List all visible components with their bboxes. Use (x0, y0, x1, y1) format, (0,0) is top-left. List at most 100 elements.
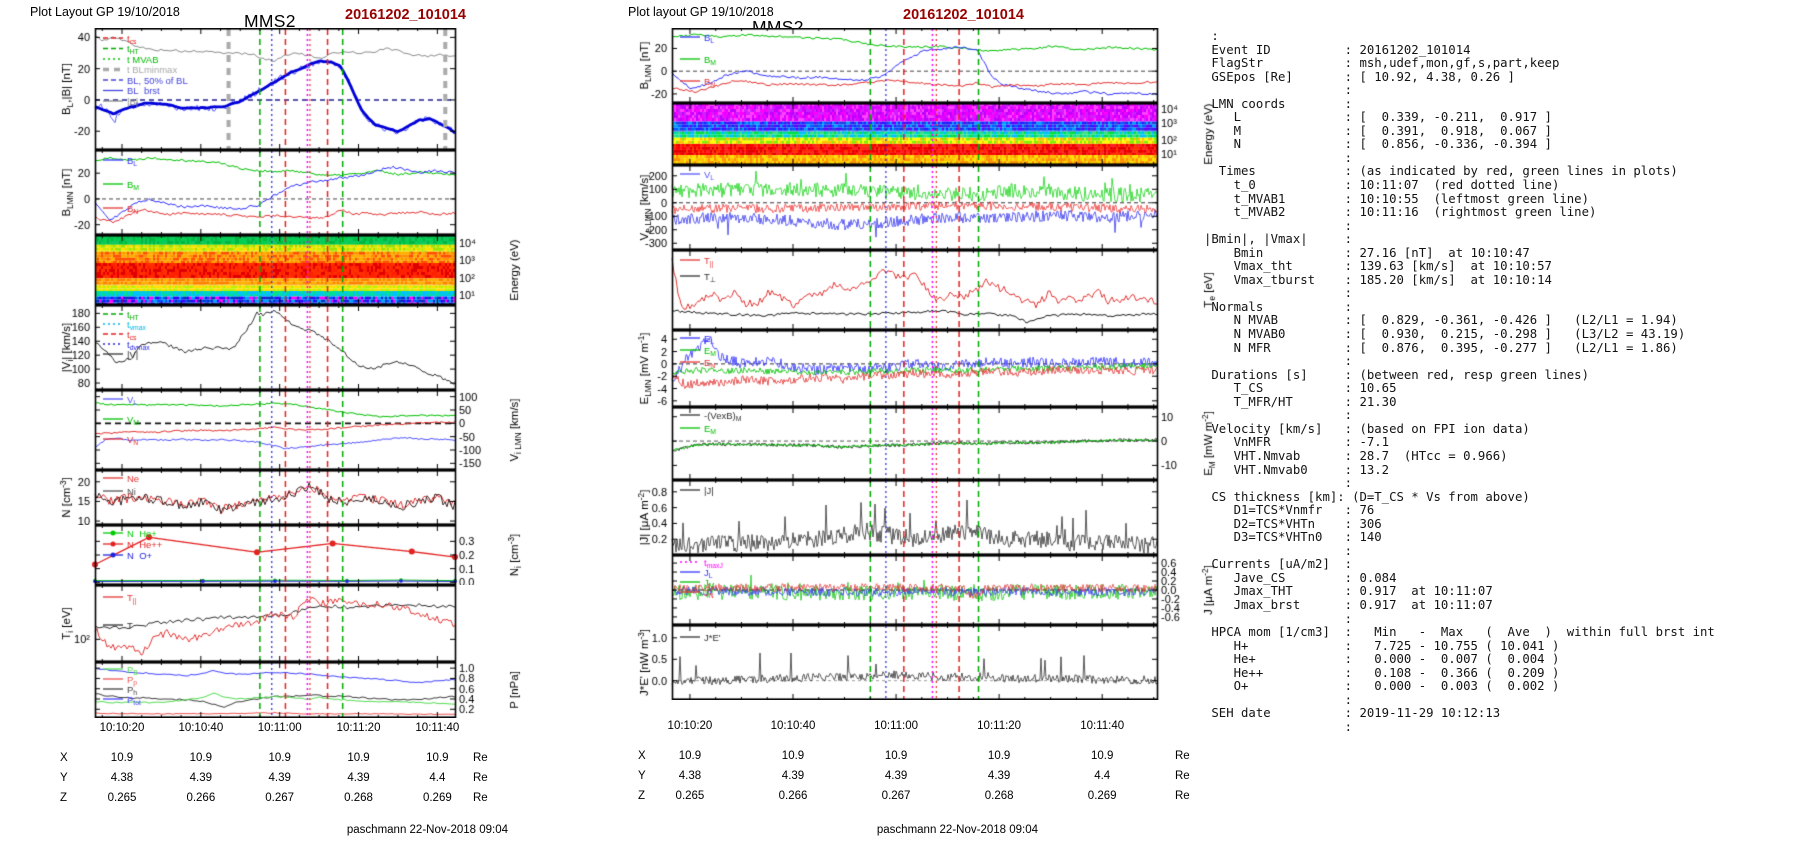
time-tick-label: 10:10:20 (99, 722, 145, 734)
pos-row-label: X (638, 750, 646, 762)
plot-title: MMS2 (244, 11, 296, 31)
layout-label: Plot Layout GP 19/10/2018 (30, 5, 180, 19)
panel-canvas-b-lmn (560, 28, 1220, 103)
pos-value: 10.9 (884, 750, 908, 762)
info-line: D3=TCS*VHTn0 : 140 (1204, 530, 1382, 545)
panel-canvas-te (560, 250, 1220, 330)
panel-canvas-j-lmn (560, 555, 1220, 625)
time-tick-label: 10:11:40 (415, 722, 460, 734)
pos-value: 4.39 (987, 770, 1011, 782)
pos-value: 10.9 (781, 750, 805, 762)
panel-canvas-ti (0, 585, 560, 662)
panel-canvas-em-vexb (560, 407, 1220, 480)
info-line: Times : (as indicated by red, green line… (1204, 164, 1678, 179)
info-line: : (1204, 150, 1353, 165)
panel-e-lmn (560, 330, 1220, 407)
panel-canvas-je (560, 625, 1220, 700)
panel-canvas-minor-ions (0, 525, 560, 585)
pos-value: 10.9 (678, 750, 702, 762)
info-line: GSEpos [Re] : [ 10.92, 4.38, 0.26 ] (1204, 69, 1515, 84)
time-tick-label: 10:11:00 (874, 720, 919, 732)
info-line: LMN coords : (1204, 96, 1353, 111)
info-line: Vmax_tburst : 185.20 [km/s] at 10:10:14 (1204, 272, 1552, 287)
panel-canvas-pressure (0, 662, 560, 718)
info-line: : (1204, 611, 1353, 626)
info-line: : (1204, 354, 1353, 369)
info-line: t_MVAB1 : 10:10:55 (leftmost green line) (1204, 191, 1589, 206)
pos-value: 0.267 (881, 790, 911, 802)
info-line: D1=TCS*Vnmfr : 76 (1204, 503, 1375, 518)
info-line: VHT.Nmvab : 28.7 (HTcc = 0.966) (1204, 448, 1508, 463)
pos-value: 10.9 (268, 752, 291, 764)
info-line: : (1204, 408, 1353, 423)
event-id: 20161202_101014 (903, 7, 1024, 23)
pos-value: 4.39 (347, 772, 370, 784)
info-line: : (1204, 719, 1353, 734)
layout-label: Plot layout GP 19/10/2018 (628, 5, 774, 19)
panel-b-lmn (0, 150, 560, 235)
pos-value: 4.4 (429, 772, 446, 784)
time-tick-label: 10:10:40 (770, 720, 816, 732)
pos-unit: Re (1175, 750, 1190, 762)
pos-value: 4.38 (110, 772, 134, 784)
panel-canvas-vi-mag (0, 305, 560, 390)
plot-footer: paschmann 22-Nov-2018 09:04 (876, 824, 1038, 836)
panel-canvas-ion-spectrogram (0, 235, 560, 305)
plot-footer: paschmann 22-Nov-2018 09:04 (346, 824, 508, 836)
info-line: O+ : 0.000 - 0.003 ( 0.002 ) (1204, 679, 1560, 694)
pos-value: 10.9 (426, 752, 449, 764)
info-line: : (1204, 692, 1353, 707)
pos-value: 0.266 (186, 792, 216, 804)
info-line: T_CS : 10.65 (1204, 381, 1397, 396)
pos-row-label: Y (638, 770, 646, 782)
panel-canvas-e-spectrogram (560, 103, 1220, 165)
time-tick-label: 10:11:40 (1080, 720, 1125, 732)
panel-b-lmn (560, 28, 1220, 103)
pos-value: 4.4 (1094, 770, 1111, 782)
panel-canvas-b-lmn (0, 150, 560, 235)
info-line: D2=TCS*VHTn : 306 (1204, 516, 1382, 531)
time-tick-label: 10:11:20 (977, 720, 1022, 732)
ion-overview-plot: Plot Layout GP 19/10/2018 MMS2 20161202_… (0, 0, 560, 841)
pos-value: 0.265 (675, 790, 705, 802)
info-line: : (1204, 286, 1353, 301)
panel-canvas-e-lmn (560, 330, 1220, 407)
panel-j-lmn (560, 555, 1220, 625)
pos-value: 4.38 (678, 770, 702, 782)
info-line: Jmax_brst : 0.917 at 10:11:07 (1204, 597, 1493, 612)
info-line: FlagStr : msh,udef,mon,gf,s,part,keep (1204, 56, 1560, 71)
panel-ti (0, 585, 560, 662)
panel-canvas-bl-b (0, 28, 560, 150)
info-line: : (1204, 218, 1353, 233)
info-line: : (1204, 476, 1353, 491)
info-line: VnMFR : -7.1 (1204, 435, 1390, 450)
info-line: N MVAB : [ 0.829, -0.361, -0.426 ] (L2/L… (1204, 313, 1678, 328)
pos-value: 0.266 (778, 790, 808, 802)
info-line: |Bmin|, |Vmax| : (1204, 232, 1353, 247)
info-line: CS thickness [km]: (D=T_CS * Vs from abo… (1204, 489, 1530, 504)
panel-density (0, 470, 560, 525)
info-line: Velocity [km/s] : (based on FPI ion data… (1204, 421, 1530, 436)
info-line: Bmin : 27.16 [nT] at 10:10:47 (1204, 245, 1530, 260)
info-line: H+ : 7.725 - 10.755 ( 10.041 ) (1204, 638, 1560, 653)
pos-row-label: X (60, 752, 68, 764)
info-line: Jave_CS : 0.084 (1204, 570, 1397, 585)
panel-canvas-vi-lmn (0, 390, 560, 470)
time-tick-label: 10:10:40 (178, 722, 224, 734)
pos-value: 4.39 (268, 772, 291, 784)
info-line: He+ : 0.000 - 0.007 ( 0.004 ) (1204, 652, 1560, 667)
pos-value: 0.269 (1087, 790, 1117, 802)
info-line: SEH date : 2019-11-29 10:12:13 (1204, 706, 1501, 721)
info-line: L : [ 0.339, -0.211, 0.917 ] (1204, 110, 1552, 125)
pos-value: 10.9 (347, 752, 370, 764)
panel-vi-lmn (0, 390, 560, 470)
pos-value: 0.268 (984, 790, 1014, 802)
pos-row-label: Z (638, 790, 646, 802)
info-line: : (1204, 83, 1353, 98)
pos-value: 10.9 (987, 750, 1011, 762)
panel-ion-spectrogram (0, 235, 560, 305)
info-line: He++ : 0.108 - 0.366 ( 0.209 ) (1204, 665, 1560, 680)
info-panel: : Event ID : 20161202_101014 FlagStr : m… (1204, 29, 1804, 734)
panel-canvas-j-mag (560, 480, 1220, 555)
info-line: N : [ 0.856, -0.336, -0.394 ] (1204, 137, 1552, 152)
